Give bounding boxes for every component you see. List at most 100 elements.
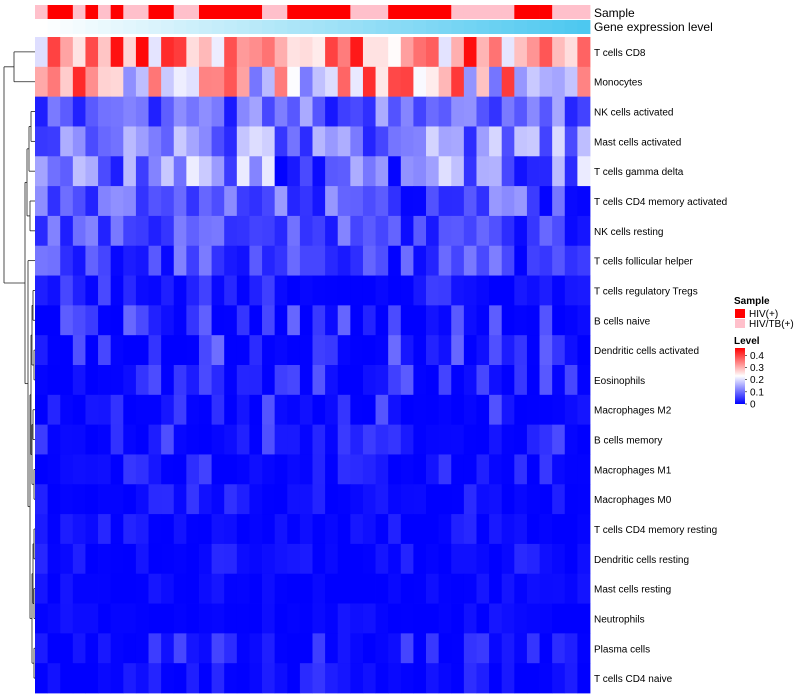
heatmap-cell — [148, 126, 162, 157]
heatmap-cell — [161, 484, 175, 515]
heatmap-cell — [526, 394, 540, 426]
heatmap-cell — [375, 514, 389, 545]
heatmap-cell — [287, 454, 301, 485]
heatmap-cell — [350, 186, 364, 217]
heatmap-cell — [186, 484, 200, 515]
heatmap-cell — [135, 37, 149, 68]
heatmap-cell — [98, 156, 112, 187]
heatmap-cell — [564, 514, 578, 545]
heatmap-cell — [451, 603, 465, 634]
heatmap-cell — [577, 37, 591, 68]
heatmap-cell — [539, 305, 553, 336]
heatmap-cell — [501, 126, 515, 157]
heatmap-cell — [362, 245, 376, 276]
heatmap-cell — [438, 335, 452, 366]
heatmap-cell — [287, 603, 301, 634]
heatmap-cell — [451, 454, 465, 485]
heatmap-cell — [426, 663, 440, 694]
heatmap-cell — [577, 573, 591, 604]
heatmap-cell — [274, 275, 288, 306]
sample-cell — [325, 5, 339, 19]
heatmap-cell — [337, 484, 351, 515]
heatmap-cell — [211, 394, 225, 426]
heatmap-cell — [85, 573, 99, 604]
heatmap-cell — [249, 335, 263, 366]
heatmap-cell — [110, 454, 124, 485]
heatmap-cell — [249, 484, 263, 515]
heatmap-cell — [400, 365, 414, 396]
heatmap-cell — [564, 394, 578, 426]
expression-cell — [110, 20, 124, 34]
heatmap-cell — [148, 573, 162, 604]
heatmap-cell — [463, 424, 477, 455]
heatmap-cell — [249, 215, 263, 247]
expression-cell — [299, 20, 313, 34]
heatmap-cell — [262, 514, 276, 545]
heatmap-cell — [514, 514, 528, 545]
heatmap-cell — [98, 66, 112, 98]
heatmap-cell — [186, 245, 200, 276]
heatmap-cell — [526, 245, 540, 276]
sample-cell — [501, 5, 515, 19]
heatmap-cell — [451, 543, 465, 575]
level-tick-label: 0.3 — [750, 363, 764, 374]
heatmap-cell — [426, 275, 440, 306]
heatmap-cell — [173, 126, 187, 157]
heatmap-cell — [135, 663, 149, 694]
heatmap-cell — [476, 543, 490, 575]
heatmap-cell — [60, 245, 74, 276]
heatmap-cell — [72, 543, 86, 575]
heatmap-cell — [198, 543, 212, 575]
heatmap-cell — [362, 96, 376, 127]
heatmap-cell — [85, 633, 99, 664]
heatmap-cell — [552, 454, 566, 485]
heatmap-cell — [224, 245, 238, 276]
heatmap-cell — [413, 96, 427, 127]
heatmap-cell — [262, 186, 276, 217]
heatmap-cell — [337, 663, 351, 694]
heatmap-cell — [249, 96, 263, 127]
heatmap-cell — [463, 96, 477, 127]
heatmap-cell — [299, 96, 313, 127]
row-label: Neutrophils — [594, 615, 645, 626]
heatmap-cell — [312, 37, 326, 68]
heatmap-cell — [350, 66, 364, 98]
row-dendrogram — [3, 51, 35, 679]
sample-cell — [514, 5, 528, 19]
heatmap-cell — [325, 305, 339, 336]
sample-cell — [564, 5, 578, 19]
heatmap-cell — [287, 96, 301, 127]
expression-cell — [564, 20, 578, 34]
heatmap-cell — [552, 37, 566, 68]
heatmap-cell — [375, 365, 389, 396]
heatmap-cell — [198, 156, 212, 187]
sample-cell — [388, 5, 402, 19]
heatmap-cell — [274, 573, 288, 604]
heatmap-cell — [47, 215, 61, 247]
heatmap-cell — [451, 335, 465, 366]
heatmap-cell — [438, 156, 452, 187]
heatmap-cell — [362, 66, 376, 98]
heatmap-cell — [552, 245, 566, 276]
heatmap-cell — [501, 543, 515, 575]
heatmap-cell — [173, 245, 187, 276]
heatmap-cell — [501, 335, 515, 366]
heatmap-cell — [60, 484, 74, 515]
heatmap-cell — [98, 484, 112, 515]
heatmap-cell — [135, 543, 149, 575]
heatmap-cell — [514, 156, 528, 187]
heatmap-cell — [224, 305, 238, 336]
heatmap-cell — [426, 126, 440, 157]
heatmap-cell — [526, 633, 540, 664]
heatmap-cell — [224, 365, 238, 396]
heatmap-cell — [514, 633, 528, 664]
heatmap-cell — [249, 633, 263, 664]
heatmap-cell — [72, 663, 86, 694]
heatmap-cell — [476, 66, 490, 98]
heatmap-cell — [60, 543, 74, 575]
heatmap-cell — [426, 514, 440, 545]
heatmap-cell — [35, 514, 49, 545]
heatmap-cell — [577, 543, 591, 575]
row-label: T cells regulatory Tregs — [594, 287, 698, 298]
heatmap-cell — [539, 156, 553, 187]
